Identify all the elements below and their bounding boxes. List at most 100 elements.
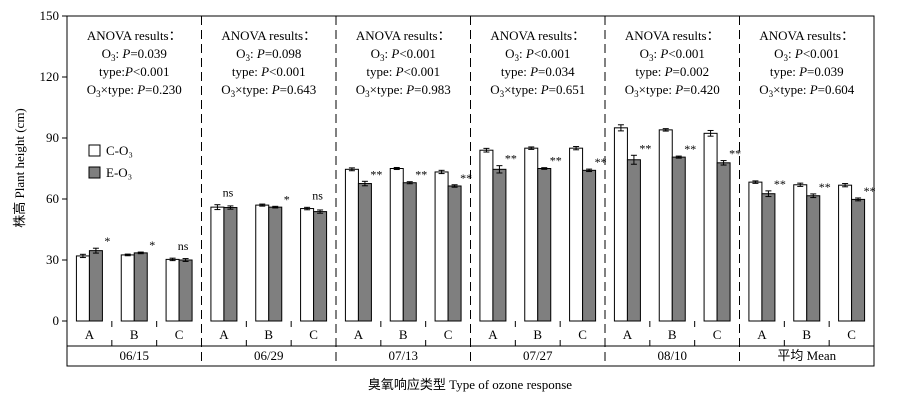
anova-line: ANOVA results： bbox=[356, 28, 451, 43]
category-label: A bbox=[757, 327, 767, 342]
category-label: A bbox=[354, 327, 364, 342]
bar-c-o3 bbox=[613, 127, 628, 322]
bar-c-o3 bbox=[75, 255, 90, 322]
significance-label: ** bbox=[460, 171, 472, 185]
bar-c-o3 bbox=[389, 168, 404, 322]
anova-line: type: P<0.001 bbox=[366, 64, 440, 79]
anova-line: O3​: P<0.001 bbox=[640, 46, 705, 63]
bar-e-o3 bbox=[268, 206, 283, 322]
x-axis: 06/15 A B C 06/29 A B C 07/13 A B C 07/27 A B C 08/10 A B C… bbox=[85, 321, 856, 363]
anova-line: O3​×type: P=0.604 bbox=[759, 82, 855, 99]
bar-e-o3 bbox=[133, 252, 148, 322]
bar-c-o3 bbox=[120, 254, 135, 322]
bar-e-o3 bbox=[357, 183, 372, 322]
anova-line: O3​: P<0.001 bbox=[505, 46, 570, 63]
group-label: 08/10 bbox=[657, 348, 687, 363]
bar-c-o3 bbox=[838, 184, 853, 322]
group-label: 平均 Mean bbox=[777, 348, 836, 363]
bar-c-o3 bbox=[165, 258, 180, 322]
group-label: 06/29 bbox=[254, 348, 284, 363]
category-label: A bbox=[219, 327, 229, 342]
y-tick-label: 120 bbox=[40, 69, 60, 84]
group-label: 06/15 bbox=[119, 348, 149, 363]
significance-label: ** bbox=[864, 184, 876, 198]
y-tick-label: 60 bbox=[46, 191, 59, 206]
anova-line: O3​×type: P=0.230 bbox=[87, 82, 182, 99]
anova-line: type: P=0.002 bbox=[635, 64, 709, 79]
significance-label: ** bbox=[819, 180, 831, 194]
anova-line: O3​×type: P=0.643 bbox=[221, 82, 316, 99]
significance-label: ** bbox=[639, 141, 651, 155]
significance-label: ** bbox=[370, 167, 382, 181]
legend-swatch-e-o3 bbox=[88, 166, 101, 179]
significance-label: ns bbox=[178, 239, 189, 253]
y-tick-label: 0 bbox=[53, 313, 60, 328]
bar-e-o3 bbox=[716, 162, 731, 322]
category-label: B bbox=[668, 327, 677, 342]
anova-line: type:P<0.001 bbox=[99, 64, 170, 79]
bars-layer bbox=[75, 124, 866, 322]
bar-c-o3 bbox=[748, 181, 763, 322]
category-label: B bbox=[399, 327, 408, 342]
anova-line: O3​×type: P=0.651 bbox=[490, 82, 585, 99]
category-label: A bbox=[85, 327, 95, 342]
bar-c-o3 bbox=[793, 184, 808, 322]
category-label: C bbox=[175, 327, 184, 342]
bar-c-o3 bbox=[255, 204, 270, 322]
bar-c-o3 bbox=[569, 147, 584, 322]
bar-e-o3 bbox=[313, 211, 328, 322]
anova-line: ANOVA results： bbox=[759, 28, 854, 43]
bar-e-o3 bbox=[806, 195, 821, 322]
bar-e-o3 bbox=[178, 259, 193, 322]
anova-line: O3​×type: P=0.983 bbox=[356, 82, 451, 99]
anova-line: O3​×type: P=0.420 bbox=[625, 82, 720, 99]
bar-e-o3 bbox=[626, 159, 641, 322]
significance-label: * bbox=[149, 238, 155, 252]
category-label: C bbox=[578, 327, 587, 342]
bar-c-o3 bbox=[434, 171, 449, 322]
legend-label-e-o3: E-O₃ bbox=[106, 165, 132, 180]
legend-swatch-c-o3 bbox=[88, 144, 101, 157]
y-tick-label: 30 bbox=[46, 252, 59, 267]
category-label: B bbox=[802, 327, 811, 342]
significance-label: * bbox=[284, 192, 290, 206]
significance-label: ** bbox=[774, 177, 786, 191]
anova-line: O3​: P=0.098 bbox=[236, 46, 301, 63]
category-label: C bbox=[847, 327, 856, 342]
bar-c-o3 bbox=[658, 129, 673, 322]
bar-e-o3 bbox=[851, 198, 866, 322]
bar-c-o3 bbox=[524, 147, 539, 322]
category-label: B bbox=[264, 327, 273, 342]
anova-line: ANOVA results： bbox=[221, 28, 316, 43]
bar-e-o3 bbox=[761, 193, 776, 322]
bar-e-o3 bbox=[88, 250, 103, 322]
y-axis-title: 株高 Plant height (cm) bbox=[12, 108, 27, 228]
significance-label: * bbox=[104, 234, 110, 248]
bar-e-o3 bbox=[537, 168, 552, 322]
group-label: 07/27 bbox=[523, 348, 553, 363]
x-axis-title: 臭氧响应类型 Type of ozone response bbox=[368, 377, 572, 392]
y-axis: 0 30 60 90 120 150 bbox=[40, 8, 67, 328]
category-label: A bbox=[488, 327, 498, 342]
bar-e-o3 bbox=[402, 182, 417, 322]
category-label: C bbox=[309, 327, 318, 342]
anova-line: O3​: P<0.001 bbox=[371, 46, 436, 63]
anova-line: O3​: P=0.039 bbox=[102, 46, 167, 63]
significance-label: ** bbox=[595, 155, 607, 169]
y-tick-label: 90 bbox=[46, 130, 59, 145]
plot-area bbox=[66, 15, 875, 367]
anova-line: type: P<0.001 bbox=[232, 64, 306, 79]
bar-c-o3 bbox=[479, 149, 494, 322]
significance-label: ** bbox=[729, 147, 741, 161]
anova-line: O3​: P<0.001 bbox=[774, 46, 839, 63]
bar-e-o3 bbox=[582, 169, 597, 322]
significance-label: ** bbox=[550, 154, 562, 168]
significance-label: ** bbox=[684, 142, 696, 156]
bar-c-o3 bbox=[344, 168, 359, 322]
bar-e-o3 bbox=[447, 185, 462, 322]
legend-label-c-o3: C-O₃ bbox=[106, 143, 133, 158]
anova-line: ANOVA results： bbox=[625, 28, 720, 43]
bar-c-o3 bbox=[300, 208, 315, 322]
